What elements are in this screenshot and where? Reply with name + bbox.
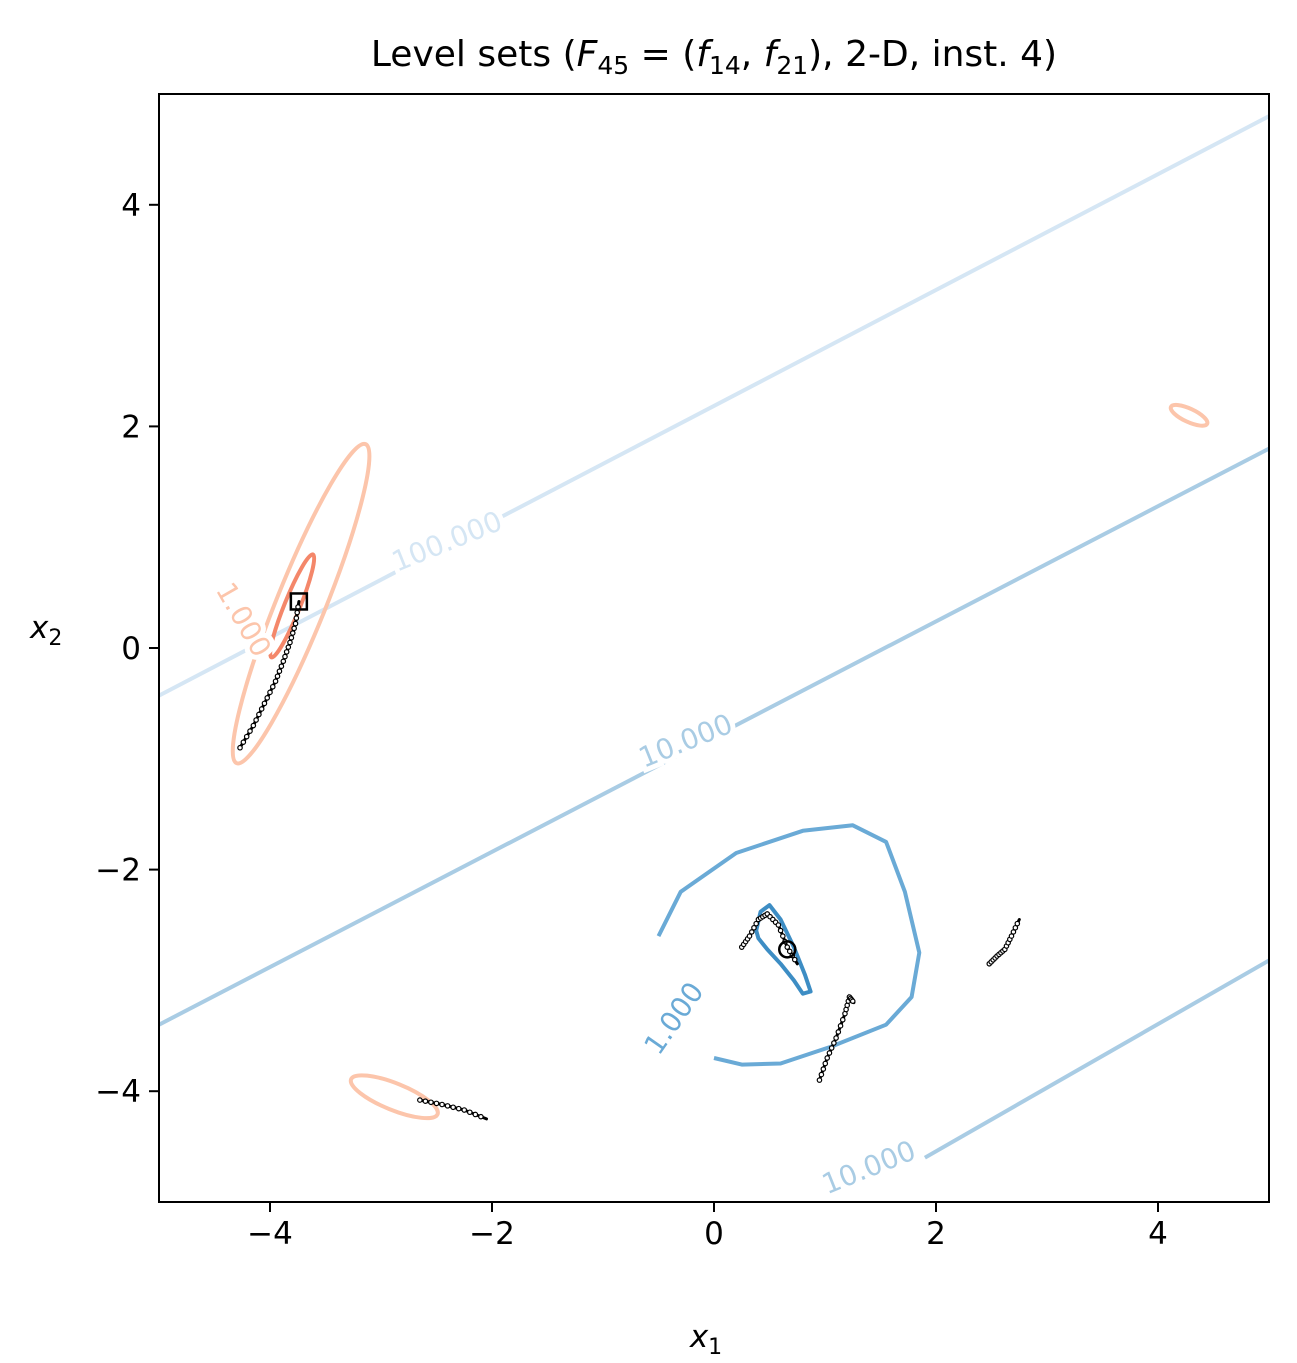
trajectory-point <box>826 1050 833 1056</box>
trajectory-point <box>791 956 798 963</box>
trajectory-point <box>274 673 281 680</box>
trajectory-point <box>282 653 288 660</box>
x-tick-label: 2 <box>926 1216 946 1252</box>
trajectory-point <box>450 1104 456 1111</box>
trajectory-point <box>272 678 279 685</box>
trajectory-point <box>276 668 283 675</box>
trajectory-point <box>417 1097 423 1103</box>
trajectory-point <box>455 1105 462 1112</box>
y-tick-label: −4 <box>95 1074 141 1110</box>
trajectory-point <box>833 1035 839 1041</box>
trajectory-point <box>250 722 257 729</box>
trajectory-point <box>746 933 753 939</box>
trajectory-point <box>822 1060 829 1067</box>
trajectory-point <box>261 700 268 707</box>
y-axis-ticks: −4 −2 0 2 4 <box>95 188 159 1110</box>
trajectory-point <box>820 1066 827 1072</box>
trajectory-point <box>293 615 300 621</box>
red-contour-2 <box>348 1073 440 1121</box>
trajectory-point <box>422 1098 429 1104</box>
trajectory-point <box>287 639 293 646</box>
x-tick-label: 4 <box>1148 1216 1168 1252</box>
contour-line-0 <box>159 114 1269 698</box>
trajectory-point <box>240 739 247 745</box>
trajectory-point <box>849 998 856 1004</box>
trajectory-point <box>444 1103 451 1109</box>
x-tick-label: −4 <box>247 1216 293 1252</box>
contour-line-1 <box>159 446 1269 1027</box>
trajectory-layer <box>237 600 1021 1121</box>
trajectory-point <box>461 1107 468 1113</box>
square-marker <box>289 592 309 611</box>
trajectory-point <box>816 1077 823 1083</box>
x-tick-label: −2 <box>469 1216 515 1252</box>
trajectory-point <box>288 634 295 641</box>
y-tick-label: −2 <box>95 853 141 889</box>
trajectory-point <box>777 927 784 934</box>
trajectory-point <box>285 644 292 650</box>
contour-level-1-blue <box>656 823 922 1067</box>
x-axis-ticks: −4 −2 0 2 4 <box>247 1202 1168 1252</box>
trajectory-point <box>237 744 243 751</box>
trajectory-point <box>748 929 755 935</box>
trajectory-point <box>269 683 276 690</box>
trajectory-point <box>292 620 299 627</box>
trajectory-point <box>784 944 791 950</box>
trajectory-point <box>264 695 271 701</box>
trajectory-point <box>837 1023 844 1029</box>
trajectory-point <box>283 649 290 655</box>
trajectory-point <box>247 728 253 734</box>
y-axis-label: x2 <box>29 610 62 651</box>
trajectory-point <box>753 920 759 927</box>
y-tick-label: 4 <box>121 188 141 224</box>
trajectory-point <box>780 933 786 939</box>
trajectory-point <box>280 658 287 665</box>
trajectory-point <box>253 717 259 723</box>
trajectory-point <box>289 630 296 636</box>
x-tick-label: 0 <box>704 1216 724 1252</box>
trajectory-point <box>278 663 285 670</box>
circle-marker <box>778 940 797 959</box>
red-contour-0 <box>230 441 372 766</box>
trajectory-point <box>256 711 262 718</box>
trajectory-point <box>775 922 782 928</box>
marker-layer <box>289 592 797 959</box>
trajectory-point <box>267 689 273 696</box>
trajectory-point <box>258 706 265 712</box>
y-tick-label: 2 <box>121 409 141 445</box>
trajectory-point <box>439 1101 445 1108</box>
trajectory-point <box>294 609 300 616</box>
trajectory-point <box>428 1099 434 1106</box>
trajectory-point <box>831 1040 837 1046</box>
chart-title: Level sets (F45 = (f14, f21), 2-D, inst.… <box>371 34 1057 80</box>
trajectory-point <box>828 1045 835 1051</box>
contour-layer <box>159 114 1269 1160</box>
y-tick-label: 0 <box>121 631 141 667</box>
contour-inner-blue <box>754 903 813 996</box>
x-axis-label: x1 <box>689 1319 722 1360</box>
trajectory-point <box>472 1111 479 1118</box>
trajectory-point <box>818 1071 825 1078</box>
trajectory-point <box>751 924 757 931</box>
trajectory-point <box>433 1100 440 1107</box>
trajectory-point <box>466 1109 473 1116</box>
trajectory-point <box>835 1029 842 1035</box>
plot-area <box>159 94 1269 1202</box>
trajectory-point <box>291 625 297 632</box>
trajectory-point <box>824 1055 831 1061</box>
trajectory-point <box>243 733 250 740</box>
contour-line-2 <box>923 958 1269 1160</box>
red-contour-3 <box>1168 402 1210 428</box>
trajectory-point <box>786 948 793 955</box>
trajectory-point <box>839 1016 846 1023</box>
trajectory-point <box>478 1113 484 1120</box>
trajectory-point <box>1014 920 1021 927</box>
